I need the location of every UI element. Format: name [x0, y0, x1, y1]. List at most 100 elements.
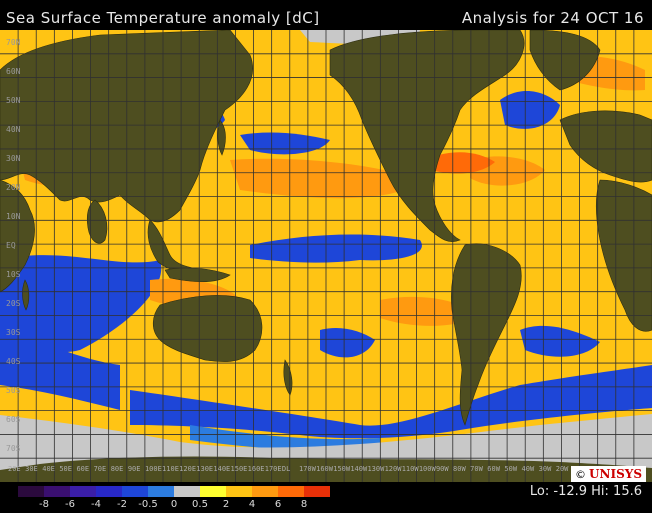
scale-swatch — [122, 486, 148, 497]
cold-anomaly — [520, 325, 600, 357]
longitude-label: 40W — [522, 465, 535, 473]
latitude-label: 70N — [6, 38, 21, 47]
scale-swatch — [96, 486, 122, 497]
scale-tick-label: -0.5 — [138, 499, 158, 510]
longitude-label: DL — [282, 465, 290, 473]
latitude-label: 10N — [6, 212, 21, 221]
scale-swatch — [174, 486, 200, 497]
latitude-label: 50S — [6, 386, 21, 395]
graticule — [0, 30, 652, 482]
scale-swatch — [18, 486, 44, 497]
longitude-label: 100W — [419, 465, 437, 473]
latitude-label: EQ — [6, 241, 16, 250]
cold-anomaly — [500, 90, 560, 129]
cold-anomaly — [0, 255, 162, 353]
longitude-label: 140W — [350, 465, 368, 473]
latitude-label: 40S — [6, 357, 21, 366]
eurasia — [0, 30, 253, 223]
cold-anomaly — [190, 425, 380, 452]
longitude-label: 170E — [265, 465, 282, 473]
longitude-label: 140E — [213, 465, 230, 473]
longitude-label: 150E — [231, 465, 248, 473]
scale-swatch — [70, 486, 96, 497]
cold-anomaly — [250, 234, 422, 263]
longitude-label: 80W — [453, 465, 466, 473]
longitude-label: 30E — [25, 465, 38, 473]
scale-tick-label: 4 — [248, 499, 256, 510]
india — [86, 199, 108, 244]
scale-swatch — [226, 486, 252, 497]
longitude-label: 130W — [367, 465, 385, 473]
warm-anomaly — [230, 158, 420, 199]
scale-tick-label: 0.5 — [192, 499, 208, 510]
latitude-label: 40N — [6, 125, 21, 134]
longitude-label: 160E — [248, 465, 265, 473]
longitude-label: 20W — [556, 465, 569, 473]
longitude-label: 40E — [42, 465, 55, 473]
longitude-label: 70E — [94, 465, 107, 473]
longitude-label: 70W — [470, 465, 483, 473]
cold-anomaly — [0, 330, 120, 410]
latitude-label: 10S — [6, 270, 21, 279]
longitude-label: 50W — [504, 465, 517, 473]
africa-east — [595, 179, 652, 332]
scale-tick-label: 8 — [300, 499, 308, 510]
latitude-label: 20N — [6, 183, 21, 192]
madagascar — [22, 279, 30, 311]
map-title: Sea Surface Temperature anomaly [dC] — [6, 9, 320, 27]
latitude-labels: 70N 60N 50N 40N 30N 20N 10N EQ 10S 20S 30S 40S 50S 60… — [6, 38, 21, 453]
longitude-label: 20E — [8, 465, 21, 473]
unisys-logo: © UNISYS — [571, 466, 646, 482]
analysis-date: Analysis for 24 OCT 16 — [461, 9, 644, 27]
scale-tick-label: -6 — [65, 499, 75, 510]
scale-tick-label: 0 — [170, 499, 178, 510]
longitude-labels: 20E 30E 40E 50E 60E 70E 80E 90E 100E 110E 120E 130E… — [8, 465, 586, 473]
unisys-wordmark: UNISYS — [589, 467, 642, 481]
longitude-label: 160W — [316, 465, 334, 473]
latitude-label: 60S — [6, 415, 21, 424]
scale-tick-label: -4 — [91, 499, 101, 510]
latitude-label: 50N — [6, 96, 21, 105]
longitude-label: 130E — [196, 465, 213, 473]
longitude-label: 120W — [385, 465, 403, 473]
lo-hi-stats: Lo: -12.9 Hi: 15.6 — [529, 484, 642, 499]
greenland — [529, 30, 601, 91]
europe — [559, 110, 652, 183]
latitude-label: 70S — [6, 444, 21, 453]
longitude-label: 170W — [299, 465, 317, 473]
longitude-label: 50E — [59, 465, 72, 473]
longitude-label: 110E — [162, 465, 179, 473]
longitude-label: 90W — [436, 465, 449, 473]
longitude-label: 60E — [76, 465, 89, 473]
longitude-label: 30W — [539, 465, 552, 473]
scale-swatch — [44, 486, 70, 497]
africa — [0, 179, 35, 293]
scale-swatch — [278, 486, 304, 497]
scale-swatch — [304, 486, 330, 497]
longitude-label: 110W — [402, 465, 420, 473]
japan — [217, 119, 226, 156]
color-scale-ticks: -8 -6 -4 -2 -0.5 0 0.5 2 4 6 8 — [0, 499, 340, 513]
warm-anomaly — [430, 152, 495, 174]
scale-swatch — [200, 486, 226, 497]
longitude-label: 80E — [111, 465, 124, 473]
latitude-label: 30N — [6, 154, 21, 163]
longitude-label: 120E — [179, 465, 196, 473]
landmasses — [0, 30, 652, 426]
cold-anomaly — [320, 328, 375, 358]
latitude-label: 20S — [6, 299, 21, 308]
scale-tick-label: -8 — [39, 499, 49, 510]
scale-swatch — [148, 486, 174, 497]
sst-anomaly-map: 70N 60N 50N 40N 30N 20N 10N EQ 10S 20S 30S 40S 50S 60… — [0, 30, 652, 482]
scale-tick-label: -2 — [117, 499, 127, 510]
cold-anomaly — [130, 365, 652, 439]
longitude-label: 150W — [333, 465, 351, 473]
copyright-symbol: © — [575, 467, 587, 481]
latitude-label: 60N — [6, 67, 21, 76]
scale-tick-label: 2 — [222, 499, 230, 510]
color-scale — [18, 486, 330, 497]
longitude-label: 60W — [487, 465, 500, 473]
scale-tick-label: 6 — [274, 499, 282, 510]
australia — [152, 295, 263, 362]
longitude-label: 100E — [145, 465, 162, 473]
